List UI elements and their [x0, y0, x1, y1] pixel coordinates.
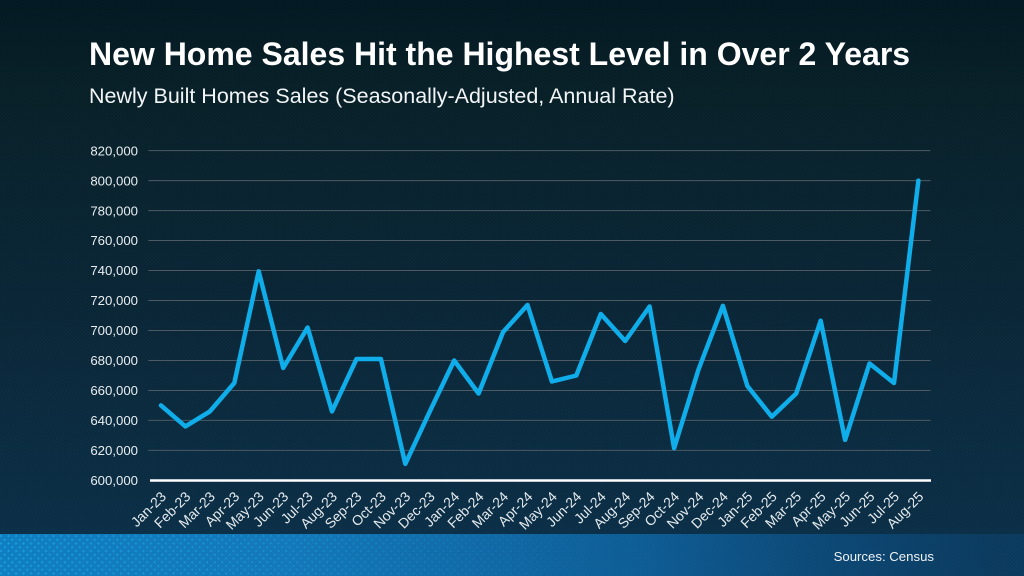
- svg-text:640,000: 640,000: [90, 413, 138, 428]
- svg-text:780,000: 780,000: [90, 203, 138, 218]
- svg-text:740,000: 740,000: [90, 263, 138, 278]
- svg-text:800,000: 800,000: [90, 173, 138, 188]
- svg-text:600,000: 600,000: [90, 473, 138, 488]
- svg-text:700,000: 700,000: [90, 323, 138, 338]
- svg-text:660,000: 660,000: [90, 383, 138, 398]
- svg-text:820,000: 820,000: [90, 143, 138, 158]
- svg-text:620,000: 620,000: [90, 443, 138, 458]
- svg-text:680,000: 680,000: [90, 353, 138, 368]
- svg-text:720,000: 720,000: [90, 293, 138, 308]
- svg-text:760,000: 760,000: [90, 233, 138, 248]
